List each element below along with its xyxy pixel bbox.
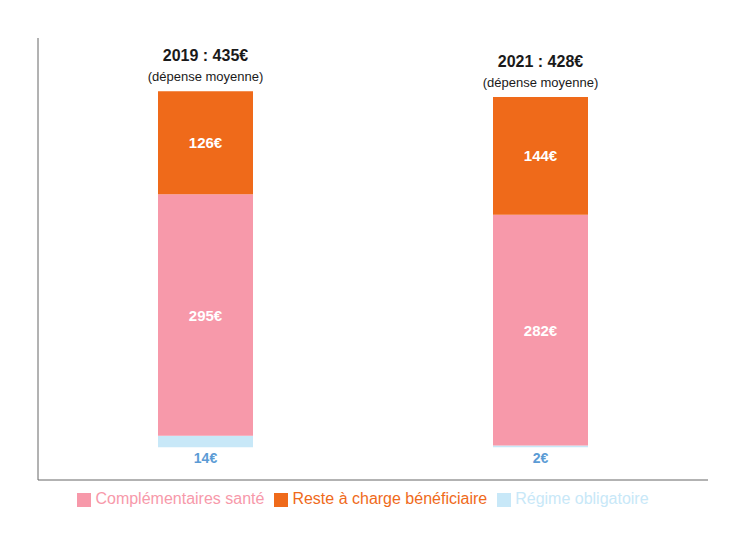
svg-text:14€: 14€ bbox=[194, 450, 218, 466]
svg-text:2021 : 428€: 2021 : 428€ bbox=[498, 53, 584, 70]
svg-text:144€: 144€ bbox=[524, 147, 558, 164]
svg-text:295€: 295€ bbox=[189, 307, 223, 324]
svg-text:282€: 282€ bbox=[524, 322, 558, 339]
svg-text:(dépense moyenne): (dépense moyenne) bbox=[483, 75, 599, 90]
svg-text:126€: 126€ bbox=[189, 134, 223, 151]
html-text:Régime obligatoire: Régime obligatoire bbox=[515, 490, 649, 507]
html-text:Complémentaires santé: Complémentaires santé bbox=[95, 490, 265, 507]
svg-text:2€: 2€ bbox=[533, 450, 549, 466]
html-text:Reste à charge bénéficiaire: Reste à charge bénéficiaire bbox=[292, 490, 488, 507]
svg-text:(dépense moyenne): (dépense moyenne) bbox=[148, 69, 264, 84]
svg-text:2019 : 435€: 2019 : 435€ bbox=[163, 47, 249, 64]
